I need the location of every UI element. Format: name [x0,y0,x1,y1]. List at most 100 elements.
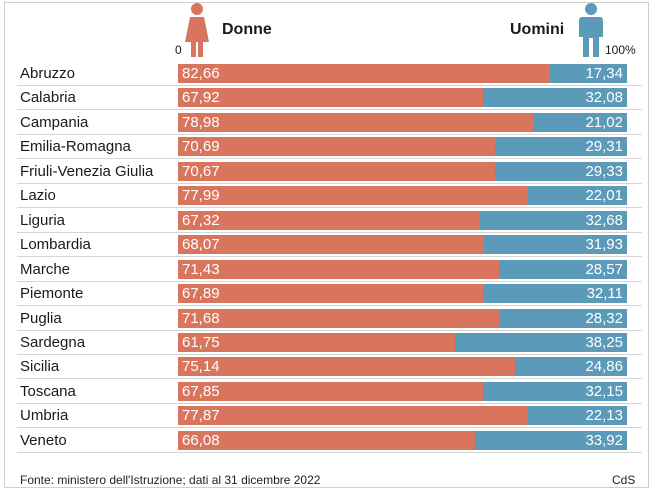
men-bar: 75,14 24,86 [178,357,627,377]
men-bar: 78,98 21,02 [178,112,627,132]
men-value-label: 28,57 [585,260,623,278]
men-value-label: 29,31 [585,138,623,156]
women-value-label: 66,08 [182,431,220,449]
row-divider [17,231,642,233]
men-value-label: 32,08 [585,89,623,107]
women-value-label: 70,69 [182,138,220,156]
women-bar [178,137,496,157]
region-label: Sicilia [20,358,60,376]
men-value-label: 32,15 [585,382,623,400]
bar-row: Campania 78,98 21,02 [0,111,653,135]
men-value-label: 32,11 [586,285,623,303]
men-bar: 61,75 38,25 [178,332,627,352]
men-bar: 67,92 32,08 [178,88,627,108]
bar-row: Calabria 67,92 32,08 [0,86,653,111]
row-divider [17,280,642,282]
women-value-label: 71,43 [182,260,220,278]
bar-row: Marche 71,43 28,57 [0,258,653,282]
row-divider [17,353,642,355]
bar-row: Puglia 71,68 28,32 [0,307,653,331]
bar-row: Piemonte 67,89 32,11 [0,282,653,307]
row-divider [17,451,642,453]
women-bar [178,88,483,108]
women-bar [178,430,475,450]
men-bar: 70,69 29,31 [178,137,627,157]
men-bar: 67,32 32,68 [178,210,627,230]
woman-icon [185,3,209,57]
men-bar: 77,87 22,13 [178,406,627,426]
bar-row: Lombardia 68,07 31,93 [0,233,653,258]
bar-row: Abruzzo 82,66 17,34 [0,62,653,86]
men-value-label: 21,02 [585,113,623,131]
men-bar: 77,99 22,01 [178,186,627,206]
row-divider [17,109,642,111]
women-value-label: 77,99 [182,187,220,205]
women-bar [178,308,500,328]
men-value-label: 22,01 [585,187,623,205]
men-bar: 71,68 28,32 [178,308,627,328]
men-value-label: 22,13 [585,407,623,425]
legend-men: Uomini [510,21,565,38]
women-bar [178,112,533,132]
bar-row: Toscana 67,85 32,15 [0,380,653,404]
bar-row: Umbria 77,87 22,13 [0,404,653,429]
region-label: Sardegna [20,333,86,351]
row-divider [17,378,642,380]
row-divider [17,182,642,184]
men-bar: 68,07 31,93 [178,235,627,255]
women-bar [178,210,481,230]
women-bar [178,259,499,279]
credit-label: CdS [612,473,636,487]
region-label: Piemonte [20,285,84,303]
man-icon [579,3,603,57]
women-value-label: 77,87 [182,407,220,425]
axis-start-label: 0 [175,43,182,57]
women-value-label: 67,85 [182,382,220,400]
men-value-label: 33,92 [585,431,623,449]
women-bar [178,381,483,401]
men-value-label: 17,34 [585,65,623,82]
region-label: Marche [20,260,71,278]
row-divider [17,329,642,331]
women-value-label: 67,89 [182,285,220,303]
men-value-label: 29,33 [585,162,623,180]
row-divider [17,158,642,160]
bar-row: Emilia-Romagna 70,69 29,31 [0,135,653,160]
region-label: Emilia-Romagna [20,138,131,156]
men-value-label: 28,32 [585,309,623,327]
region-label: Abruzzo [20,65,76,82]
row-divider [17,133,642,135]
region-label: Campania [20,113,89,131]
men-bar: 67,85 32,15 [178,381,627,401]
women-bar [178,64,550,83]
legend-women: Donne [222,21,272,38]
region-label: Puglia [20,309,62,327]
women-value-label: 61,75 [182,333,220,351]
women-bar [178,161,496,181]
women-value-label: 67,32 [182,211,220,229]
row-divider [17,427,642,429]
bar-row: Friuli-Venezia Giulia 70,67 29,33 [0,160,653,184]
women-bar [178,284,483,304]
bar-row: Liguria 67,32 32,68 [0,209,653,233]
women-bar [178,332,456,352]
women-value-label: 71,68 [182,309,220,327]
women-value-label: 82,66 [182,65,220,82]
men-bar: 71,43 28,57 [178,259,627,279]
region-label: Veneto [20,431,67,449]
men-value-label: 31,93 [585,236,623,254]
row-divider [17,402,642,404]
region-label: Friuli-Venezia Giulia [20,162,154,180]
women-value-label: 70,67 [182,162,220,180]
women-value-label: 67,92 [182,89,220,107]
row-divider [17,256,642,258]
bar-row: Sicilia 75,14 24,86 [0,355,653,380]
women-bar [178,186,529,206]
region-label: Umbria [20,407,69,425]
men-bar: 70,67 29,33 [178,161,627,181]
men-value-label: 38,25 [585,333,623,351]
bar-row: Veneto 66,08 33,92 [0,429,653,453]
men-bar: 82,66 17,34 [178,64,627,83]
row-divider [17,85,642,86]
region-label: Lombardia [20,236,91,254]
